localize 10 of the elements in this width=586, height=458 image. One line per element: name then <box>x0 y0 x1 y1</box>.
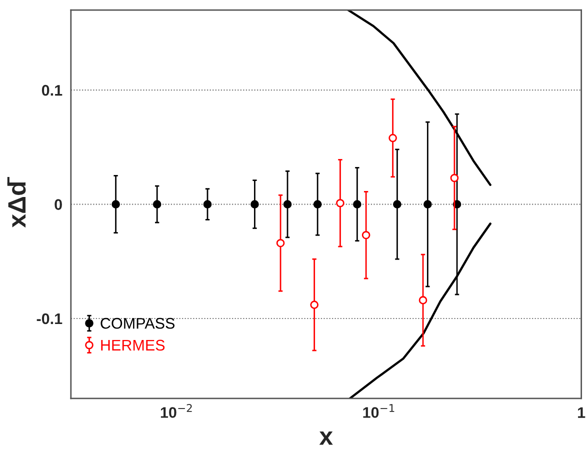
y-tick-label: -0.1 <box>36 313 62 324</box>
legend-label: HERMES <box>101 340 165 351</box>
x-tick-label: 10$^{−2}$ <box>160 404 192 418</box>
x-tick-label: 10$^{−1}$ <box>363 404 394 418</box>
y-tick-label: 0 <box>54 199 62 210</box>
legend-label: COMPASS <box>100 318 175 329</box>
y-axis-title: xΔd̄ <box>7 176 26 228</box>
y-tick-label: 0.1 <box>42 84 62 96</box>
x-tick-label: 1 <box>578 407 586 418</box>
x-axis-title: x <box>319 432 333 445</box>
